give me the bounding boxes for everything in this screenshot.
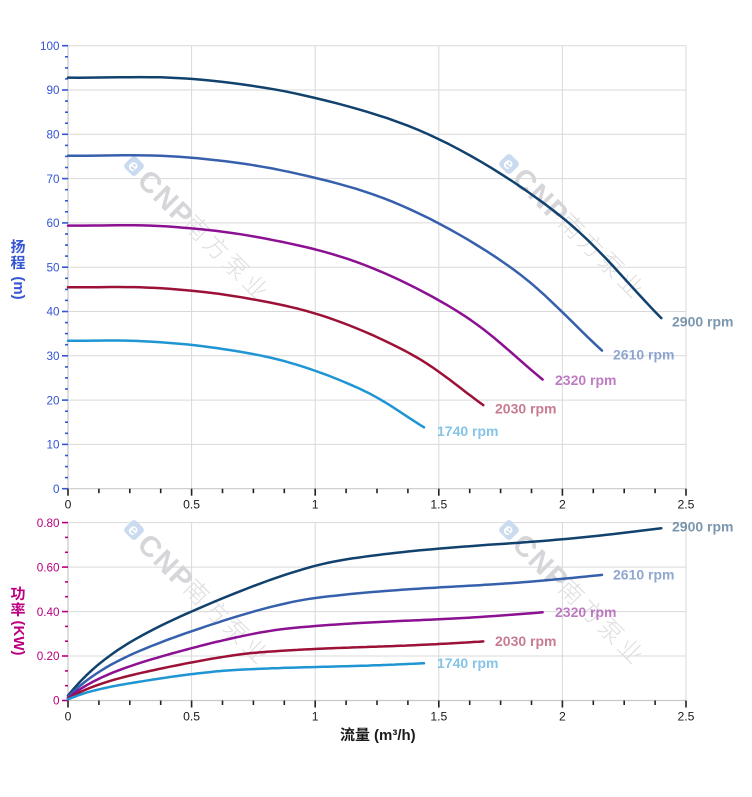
- svg-text:20: 20: [46, 394, 60, 407]
- svg-text:80: 80: [46, 129, 60, 142]
- svg-text:0: 0: [65, 710, 72, 724]
- svg-text:50: 50: [46, 261, 60, 274]
- svg-text:90: 90: [46, 84, 60, 97]
- svg-text:1: 1: [312, 710, 319, 724]
- svg-text:1.5: 1.5: [430, 710, 447, 724]
- svg-text:0: 0: [53, 483, 60, 496]
- svg-text:0.60: 0.60: [37, 561, 60, 574]
- svg-text:100: 100: [40, 40, 60, 53]
- svg-text:(KW): (KW): [10, 621, 27, 656]
- svg-text:(m³/h): (m³/h): [374, 727, 416, 744]
- svg-text:70: 70: [46, 173, 60, 186]
- svg-text:1: 1: [312, 498, 319, 512]
- svg-text:(m): (m): [10, 276, 27, 299]
- svg-text:10: 10: [46, 439, 60, 452]
- svg-text:2.5: 2.5: [678, 710, 695, 724]
- svg-text:2: 2: [559, 710, 566, 724]
- svg-text:2030 rpm: 2030 rpm: [495, 401, 556, 417]
- svg-text:0.80: 0.80: [37, 517, 60, 530]
- svg-text:2320 rpm: 2320 rpm: [555, 372, 616, 388]
- svg-text:2320 rpm: 2320 rpm: [555, 604, 616, 620]
- svg-text:2.5: 2.5: [678, 498, 695, 512]
- svg-text:0.5: 0.5: [183, 710, 200, 724]
- svg-text:2610 rpm: 2610 rpm: [613, 567, 674, 583]
- svg-text:0: 0: [65, 498, 72, 512]
- svg-text:1740 rpm: 1740 rpm: [437, 423, 498, 439]
- svg-text:2900 rpm: 2900 rpm: [672, 519, 733, 535]
- svg-text:1740 rpm: 1740 rpm: [437, 655, 498, 671]
- svg-text:2900 rpm: 2900 rpm: [672, 314, 733, 330]
- svg-text:0.5: 0.5: [183, 498, 200, 512]
- svg-text:2: 2: [559, 498, 566, 512]
- svg-text:30: 30: [46, 350, 60, 363]
- svg-text:60: 60: [46, 217, 60, 230]
- svg-text:0.20: 0.20: [37, 650, 60, 663]
- svg-text:40: 40: [46, 306, 60, 319]
- svg-text:2610 rpm: 2610 rpm: [613, 347, 674, 363]
- svg-text:2030 rpm: 2030 rpm: [495, 633, 556, 649]
- svg-text:0.40: 0.40: [37, 606, 60, 619]
- svg-text:0: 0: [53, 695, 60, 708]
- svg-text:1.5: 1.5: [430, 498, 447, 512]
